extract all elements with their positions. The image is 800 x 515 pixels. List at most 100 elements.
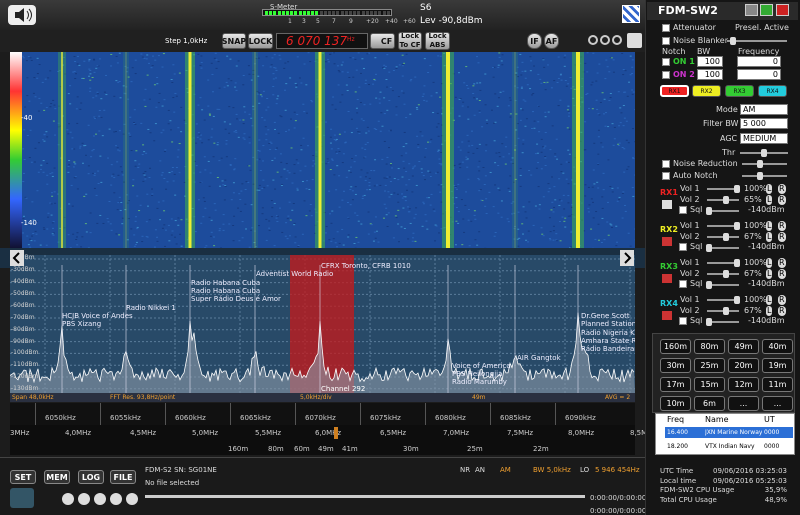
band-button[interactable]: 20m xyxy=(728,358,759,373)
window-icon[interactable] xyxy=(622,5,640,23)
slider-knob[interactable] xyxy=(705,318,712,326)
checkbox[interactable] xyxy=(662,71,670,79)
dropdown[interactable]: 5 000 xyxy=(740,118,788,129)
button[interactable]: SNAP xyxy=(222,33,246,49)
slider-knob[interactable] xyxy=(734,259,741,267)
mute-icon[interactable] xyxy=(662,200,672,209)
checkbox[interactable] xyxy=(662,160,670,168)
band-button[interactable]: 12m xyxy=(728,377,759,392)
slider-knob[interactable] xyxy=(757,172,763,180)
slider-knob[interactable] xyxy=(705,207,712,215)
band-button[interactable]: ... xyxy=(762,396,793,411)
transport-button[interactable] xyxy=(78,493,90,505)
rx-tab[interactable]: RX2 xyxy=(692,85,721,97)
checkbox[interactable] xyxy=(679,317,687,325)
checkbox[interactable] xyxy=(679,280,687,288)
checkbox[interactable] xyxy=(662,24,670,32)
checkbox[interactable] xyxy=(662,172,670,180)
balance-button[interactable]: L xyxy=(766,221,773,231)
band-button[interactable]: 25m xyxy=(694,358,725,373)
checkbox[interactable] xyxy=(679,243,687,251)
band-button[interactable]: 11m xyxy=(762,377,793,392)
slider-knob[interactable] xyxy=(761,149,767,157)
band-button[interactable]: 17m xyxy=(660,377,691,392)
button[interactable]: SET xyxy=(10,470,36,484)
input[interactable]: 100 xyxy=(697,56,723,67)
balance-button[interactable]: L xyxy=(766,232,773,242)
balance-button[interactable]: L xyxy=(766,258,773,268)
balance-button[interactable]: R xyxy=(778,269,786,279)
cf-button[interactable]: CF xyxy=(370,33,395,49)
balance-button[interactable]: L xyxy=(766,269,773,279)
balance-button[interactable]: R xyxy=(778,295,786,305)
balance-button[interactable]: R xyxy=(778,306,786,316)
zoom-icon[interactable] xyxy=(588,35,598,45)
band-button[interactable]: 30m xyxy=(660,358,691,373)
balance-button[interactable]: L xyxy=(766,184,773,194)
balance-button[interactable]: R xyxy=(778,221,786,231)
slider-knob[interactable] xyxy=(734,296,741,304)
band-button[interactable]: 49m xyxy=(728,339,759,354)
checkbox[interactable] xyxy=(662,37,670,45)
button[interactable]: LOG xyxy=(78,470,104,484)
slider-knob[interactable] xyxy=(723,270,730,278)
power-button[interactable] xyxy=(10,488,34,508)
balance-button[interactable]: R xyxy=(778,184,786,194)
balance-button[interactable]: R xyxy=(778,258,786,268)
slider-knob[interactable] xyxy=(723,307,730,315)
balance-button[interactable]: L xyxy=(766,295,773,305)
band-button[interactable]: 19m xyxy=(762,358,793,373)
slider-knob[interactable] xyxy=(705,244,712,252)
mute-icon[interactable] xyxy=(662,274,672,283)
slider-knob[interactable] xyxy=(730,37,736,45)
lock-abs[interactable]: Lock ABS xyxy=(425,32,450,50)
arrow-left[interactable] xyxy=(10,250,24,266)
balance-button[interactable]: R xyxy=(778,195,786,205)
transport-button[interactable] xyxy=(94,493,106,505)
slider-knob[interactable] xyxy=(705,281,712,289)
window-button[interactable] xyxy=(745,4,758,16)
balance-button[interactable]: L xyxy=(766,306,773,316)
zoom-icon[interactable] xyxy=(612,35,622,45)
window-button[interactable] xyxy=(776,4,789,16)
slider-knob[interactable] xyxy=(723,233,730,241)
mute-icon[interactable] xyxy=(662,311,672,320)
band-button[interactable]: 6m xyxy=(694,396,725,411)
rx-tab[interactable]: RX1 xyxy=(660,85,689,97)
input[interactable]: 0 xyxy=(737,69,781,80)
checkbox[interactable] xyxy=(679,206,687,214)
slider-knob[interactable] xyxy=(723,196,730,204)
band-button[interactable]: 160m xyxy=(660,339,691,354)
pin-button[interactable] xyxy=(627,33,642,48)
band-button[interactable]: 80m xyxy=(694,339,725,354)
checkbox[interactable] xyxy=(662,58,670,66)
button[interactable]: MEM xyxy=(44,470,70,484)
band-button[interactable]: 15m xyxy=(694,377,725,392)
rx-tab[interactable]: RX3 xyxy=(725,85,754,97)
slider-knob[interactable] xyxy=(757,160,763,168)
speaker-button[interactable] xyxy=(8,5,36,25)
dropdown[interactable]: MEDIUM xyxy=(740,133,788,144)
band-button[interactable]: 10m xyxy=(660,396,691,411)
if-button[interactable]: IF xyxy=(527,33,542,49)
transport-button[interactable] xyxy=(62,493,74,505)
button[interactable]: FILE xyxy=(110,470,136,484)
lock-to-cf[interactable]: Lock To CF xyxy=(398,32,422,50)
af-button[interactable]: AF xyxy=(544,33,559,49)
transport-button[interactable] xyxy=(110,493,122,505)
window-button[interactable] xyxy=(760,4,773,16)
input[interactable]: 100 xyxy=(697,69,723,80)
balance-button[interactable]: R xyxy=(778,232,786,242)
slider-knob[interactable] xyxy=(734,185,741,193)
slider-knob[interactable] xyxy=(734,222,741,230)
mute-icon[interactable] xyxy=(662,237,672,246)
zoom-icon[interactable] xyxy=(600,35,610,45)
band-button[interactable]: ... xyxy=(728,396,759,411)
button[interactable]: LOCK xyxy=(248,33,273,49)
arrow-right[interactable] xyxy=(620,250,634,266)
dropdown[interactable]: AM xyxy=(740,104,788,115)
input[interactable]: 0 xyxy=(737,56,781,67)
rx-tab[interactable]: RX4 xyxy=(758,85,787,97)
balance-button[interactable]: L xyxy=(766,195,773,205)
band-button[interactable]: 40m xyxy=(762,339,793,354)
